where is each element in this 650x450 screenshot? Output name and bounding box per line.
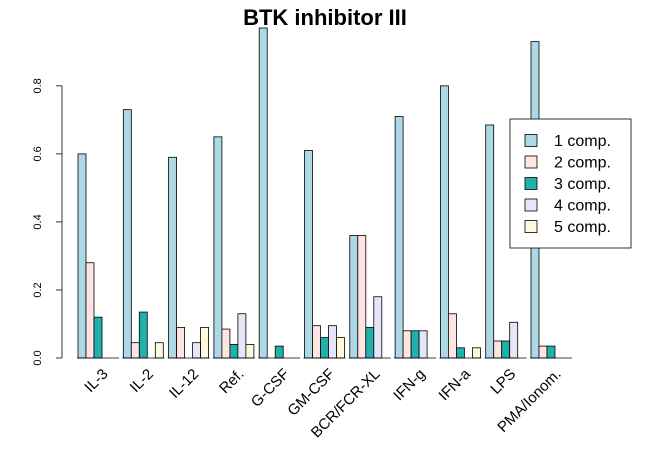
x-tick-label: LPS bbox=[487, 366, 519, 398]
bar-g-csf-s1 bbox=[258, 27, 268, 359]
x-tick-label: IL-12 bbox=[166, 366, 202, 402]
bar-il-2-s3 bbox=[138, 311, 148, 359]
legend: 1 comp. 2 comp. 3 comp. 4 comp. 5 comp. bbox=[509, 118, 632, 249]
bar-ifn-a-s3 bbox=[455, 347, 465, 359]
bar-ifn-a-s5 bbox=[471, 347, 481, 359]
bar-bcr-fcr-xl-s3 bbox=[365, 326, 375, 359]
bar-il-3-s2 bbox=[85, 262, 95, 359]
bar-pma-ionom--s3 bbox=[546, 345, 556, 359]
bar-bcr-fcr-xl-s4 bbox=[373, 296, 383, 359]
bar-il-12-s5 bbox=[200, 326, 210, 359]
y-tick-label: 0.6 bbox=[32, 146, 44, 161]
legend-label-1: 1 comp. bbox=[554, 133, 611, 150]
bar-gm-csf-s4 bbox=[328, 325, 337, 359]
legend-label-4: 4 comp. bbox=[554, 198, 611, 215]
y-tick-label: 0.4 bbox=[32, 214, 44, 229]
x-tick-label: IL-3 bbox=[81, 366, 111, 396]
bar-il-12-s1 bbox=[168, 156, 178, 359]
x-tick-label: IL-2 bbox=[127, 366, 157, 396]
legend-swatch-3 bbox=[524, 177, 538, 190]
bar-il-2-s1 bbox=[122, 109, 132, 359]
bar-ref--s5 bbox=[245, 343, 255, 359]
bar-gm-csf-s5 bbox=[336, 337, 345, 359]
bar-lps-s2 bbox=[493, 340, 503, 359]
bar-g-csf-s3 bbox=[274, 345, 284, 359]
bar-pma-ionom--s2 bbox=[538, 345, 548, 359]
bar-lps-s1 bbox=[485, 124, 495, 359]
legend-swatch-4 bbox=[524, 198, 538, 212]
bar-ifn-g-s4 bbox=[418, 330, 428, 359]
bar-il-3-s3 bbox=[93, 316, 103, 359]
legend-swatch-5 bbox=[524, 220, 538, 233]
bar-il-12-s4 bbox=[192, 342, 202, 359]
y-tick-label: 0.0 bbox=[32, 350, 44, 365]
bar-lps-s3 bbox=[501, 340, 511, 359]
bar-bcr-fcr-xl-s1 bbox=[349, 235, 359, 359]
bar-ifn-a-s2 bbox=[447, 313, 457, 359]
bar-gm-csf-s2 bbox=[312, 325, 321, 359]
legend-label-2: 2 comp. bbox=[554, 155, 611, 172]
y-tick-label: 0.8 bbox=[32, 78, 44, 93]
bar-il-2-s5 bbox=[154, 342, 164, 359]
x-tick-label: G-CSF bbox=[248, 366, 293, 411]
bar-il-2-s2 bbox=[130, 342, 140, 359]
y-axis: 0.0 0.2 0.4 0.6 0.8 bbox=[32, 78, 63, 366]
bar-gm-csf-s1 bbox=[304, 150, 313, 359]
bar-ifn-g-s1 bbox=[394, 116, 404, 359]
bar-bcr-fcr-xl-s2 bbox=[357, 235, 367, 359]
legend-swatch-2 bbox=[524, 155, 538, 169]
y-tick-label: 0.2 bbox=[32, 282, 44, 297]
bar-lps-s4 bbox=[509, 321, 519, 359]
bar-ref--s4 bbox=[237, 313, 247, 359]
bar-il-3-s1 bbox=[77, 153, 87, 359]
chart-title: BTK inhibitor III bbox=[243, 5, 407, 30]
bar-ref--s3 bbox=[229, 343, 239, 359]
bar-ref--s2 bbox=[221, 328, 231, 359]
legend-label-3: 3 comp. bbox=[554, 176, 611, 193]
bar-ifn-a-s1 bbox=[439, 85, 449, 359]
bar-gm-csf-s3 bbox=[320, 337, 329, 359]
bar-ifn-g-s2 bbox=[402, 330, 412, 359]
bar-il-12-s2 bbox=[176, 326, 186, 359]
legend-swatch-1 bbox=[524, 134, 538, 147]
bar-ifn-g-s3 bbox=[410, 330, 420, 359]
x-tick-label: Ref. bbox=[216, 366, 247, 397]
x-tick-label: IFN-g bbox=[390, 366, 429, 405]
x-tick-label: IFN-a bbox=[435, 365, 474, 404]
bars bbox=[77, 27, 572, 359]
legend-label-5: 5 comp. bbox=[554, 219, 611, 236]
bar-ref--s1 bbox=[213, 136, 223, 359]
